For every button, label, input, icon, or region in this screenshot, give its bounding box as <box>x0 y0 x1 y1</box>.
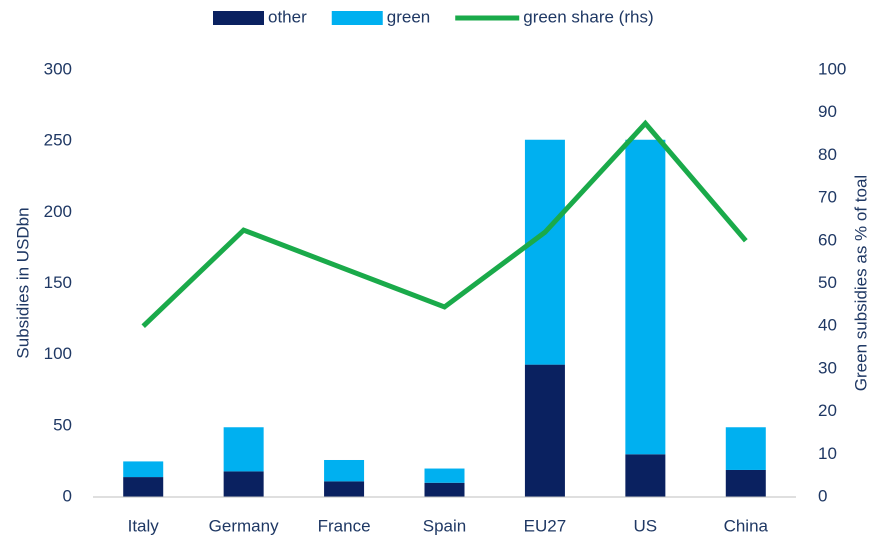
y2-tick-label: 10 <box>818 444 837 463</box>
y-axis-label: Subsidies in USDbn <box>13 207 32 358</box>
y2-axis-label: Green subsidies as % of toal <box>851 175 870 391</box>
y2-tick-label: 100 <box>818 59 846 78</box>
y2-tick-label: 90 <box>818 102 837 121</box>
y2-tick-label: 50 <box>818 273 837 292</box>
bar <box>123 461 164 478</box>
bar <box>324 481 365 497</box>
bar <box>625 139 666 455</box>
bar <box>324 459 365 482</box>
bar <box>223 427 264 472</box>
x-tick-label: Italy <box>128 516 160 535</box>
y2-tick-label: 70 <box>818 188 837 207</box>
x-tick-label: France <box>318 516 371 535</box>
legend-label: other <box>268 7 307 26</box>
legend-swatch <box>213 11 264 25</box>
bar <box>725 427 766 470</box>
bar <box>524 364 565 497</box>
y2-tick-label: 80 <box>818 145 837 164</box>
x-tick-label: US <box>634 516 658 535</box>
bar <box>123 477 164 497</box>
y-tick-label: 150 <box>44 273 72 292</box>
legend-swatch <box>331 11 383 25</box>
y-tick-label: 300 <box>44 59 72 78</box>
y-tick-label: 50 <box>53 415 72 434</box>
y2-tick-label: 60 <box>818 230 837 249</box>
legend-label: green <box>387 7 430 26</box>
bar <box>524 139 565 365</box>
y-tick-label: 0 <box>63 486 72 505</box>
bar <box>424 482 465 497</box>
x-tick-label: China <box>724 516 769 535</box>
y2-tick-label: 40 <box>818 316 837 335</box>
x-tick-label: Germany <box>209 516 279 535</box>
x-tick-label: EU27 <box>524 516 567 535</box>
line <box>141 119 748 329</box>
x-tick-label: Spain <box>423 516 466 535</box>
y-tick-label: 200 <box>44 202 72 221</box>
y-tick-label: 100 <box>44 344 72 363</box>
bar <box>625 454 666 497</box>
y2-tick-label: 20 <box>818 401 837 420</box>
bar <box>424 468 465 483</box>
y2-tick-label: 0 <box>818 486 827 505</box>
y2-tick-label: 30 <box>818 358 837 377</box>
bar <box>223 471 264 497</box>
y-tick-label: 250 <box>44 131 72 150</box>
bar <box>725 469 766 497</box>
legend-label: green share (rhs) <box>523 7 653 26</box>
